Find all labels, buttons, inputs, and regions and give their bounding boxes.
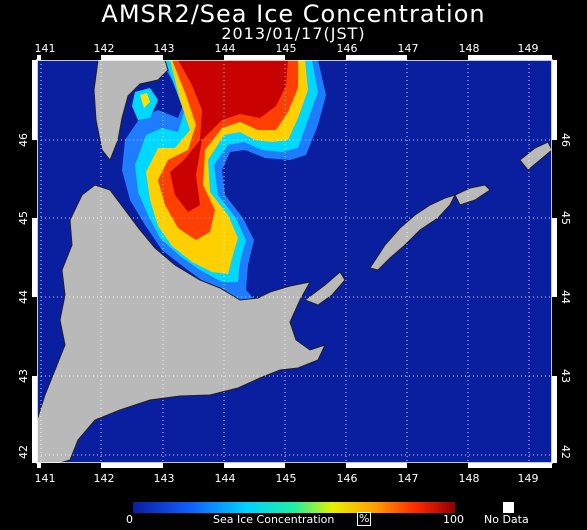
map-title: AMSR2/Sea Ice Concentration	[101, 0, 486, 28]
lat-label-left: 45	[17, 211, 30, 225]
lat-label-left: 46	[17, 133, 30, 147]
lon-label-top: 148	[459, 42, 480, 55]
lat-label-left: 43	[17, 369, 30, 383]
land	[36, 59, 553, 464]
lon-label-bottom: 144	[215, 472, 236, 485]
lon-label-top: 144	[215, 42, 236, 55]
lat-label-right: 43	[559, 369, 572, 383]
frame-border	[32, 55, 557, 468]
sea-ice	[122, 60, 326, 300]
lat-label-right: 46	[559, 133, 572, 147]
lon-label-top: 142	[94, 42, 115, 55]
lon-label-bottom: 149	[518, 472, 539, 485]
lat-label-right: 45	[559, 211, 572, 225]
lon-label-bottom: 143	[154, 472, 175, 485]
lon-label-top: 145	[276, 42, 297, 55]
lat-label-left: 42	[17, 445, 30, 459]
lon-label-bottom: 147	[398, 472, 419, 485]
nodata-label: No Data	[484, 513, 529, 526]
lon-label-top: 149	[518, 42, 539, 55]
colorbar-unit: %	[357, 512, 372, 526]
lon-label-top: 146	[337, 42, 358, 55]
colorbar-max-label: 100	[443, 513, 464, 526]
nodata-swatch	[503, 502, 514, 513]
lon-label-bottom: 148	[459, 472, 480, 485]
lon-label-bottom: 141	[35, 472, 56, 485]
lat-label-right: 44	[559, 290, 572, 304]
lon-label-top: 141	[35, 42, 56, 55]
lon-label-bottom: 142	[94, 472, 115, 485]
colorbar-min-label: 0	[126, 513, 133, 526]
colorbar-label: Sea Ice Concentration	[213, 513, 335, 526]
lon-label-top: 143	[154, 42, 175, 55]
lat-label-right: 42	[559, 445, 572, 459]
lat-label-left: 44	[17, 290, 30, 304]
lon-label-bottom: 146	[337, 472, 358, 485]
map-date: 2013/01/17(JST)	[221, 24, 366, 43]
lon-label-bottom: 145	[276, 472, 297, 485]
lon-label-top: 147	[398, 42, 419, 55]
colorbar	[133, 502, 455, 513]
